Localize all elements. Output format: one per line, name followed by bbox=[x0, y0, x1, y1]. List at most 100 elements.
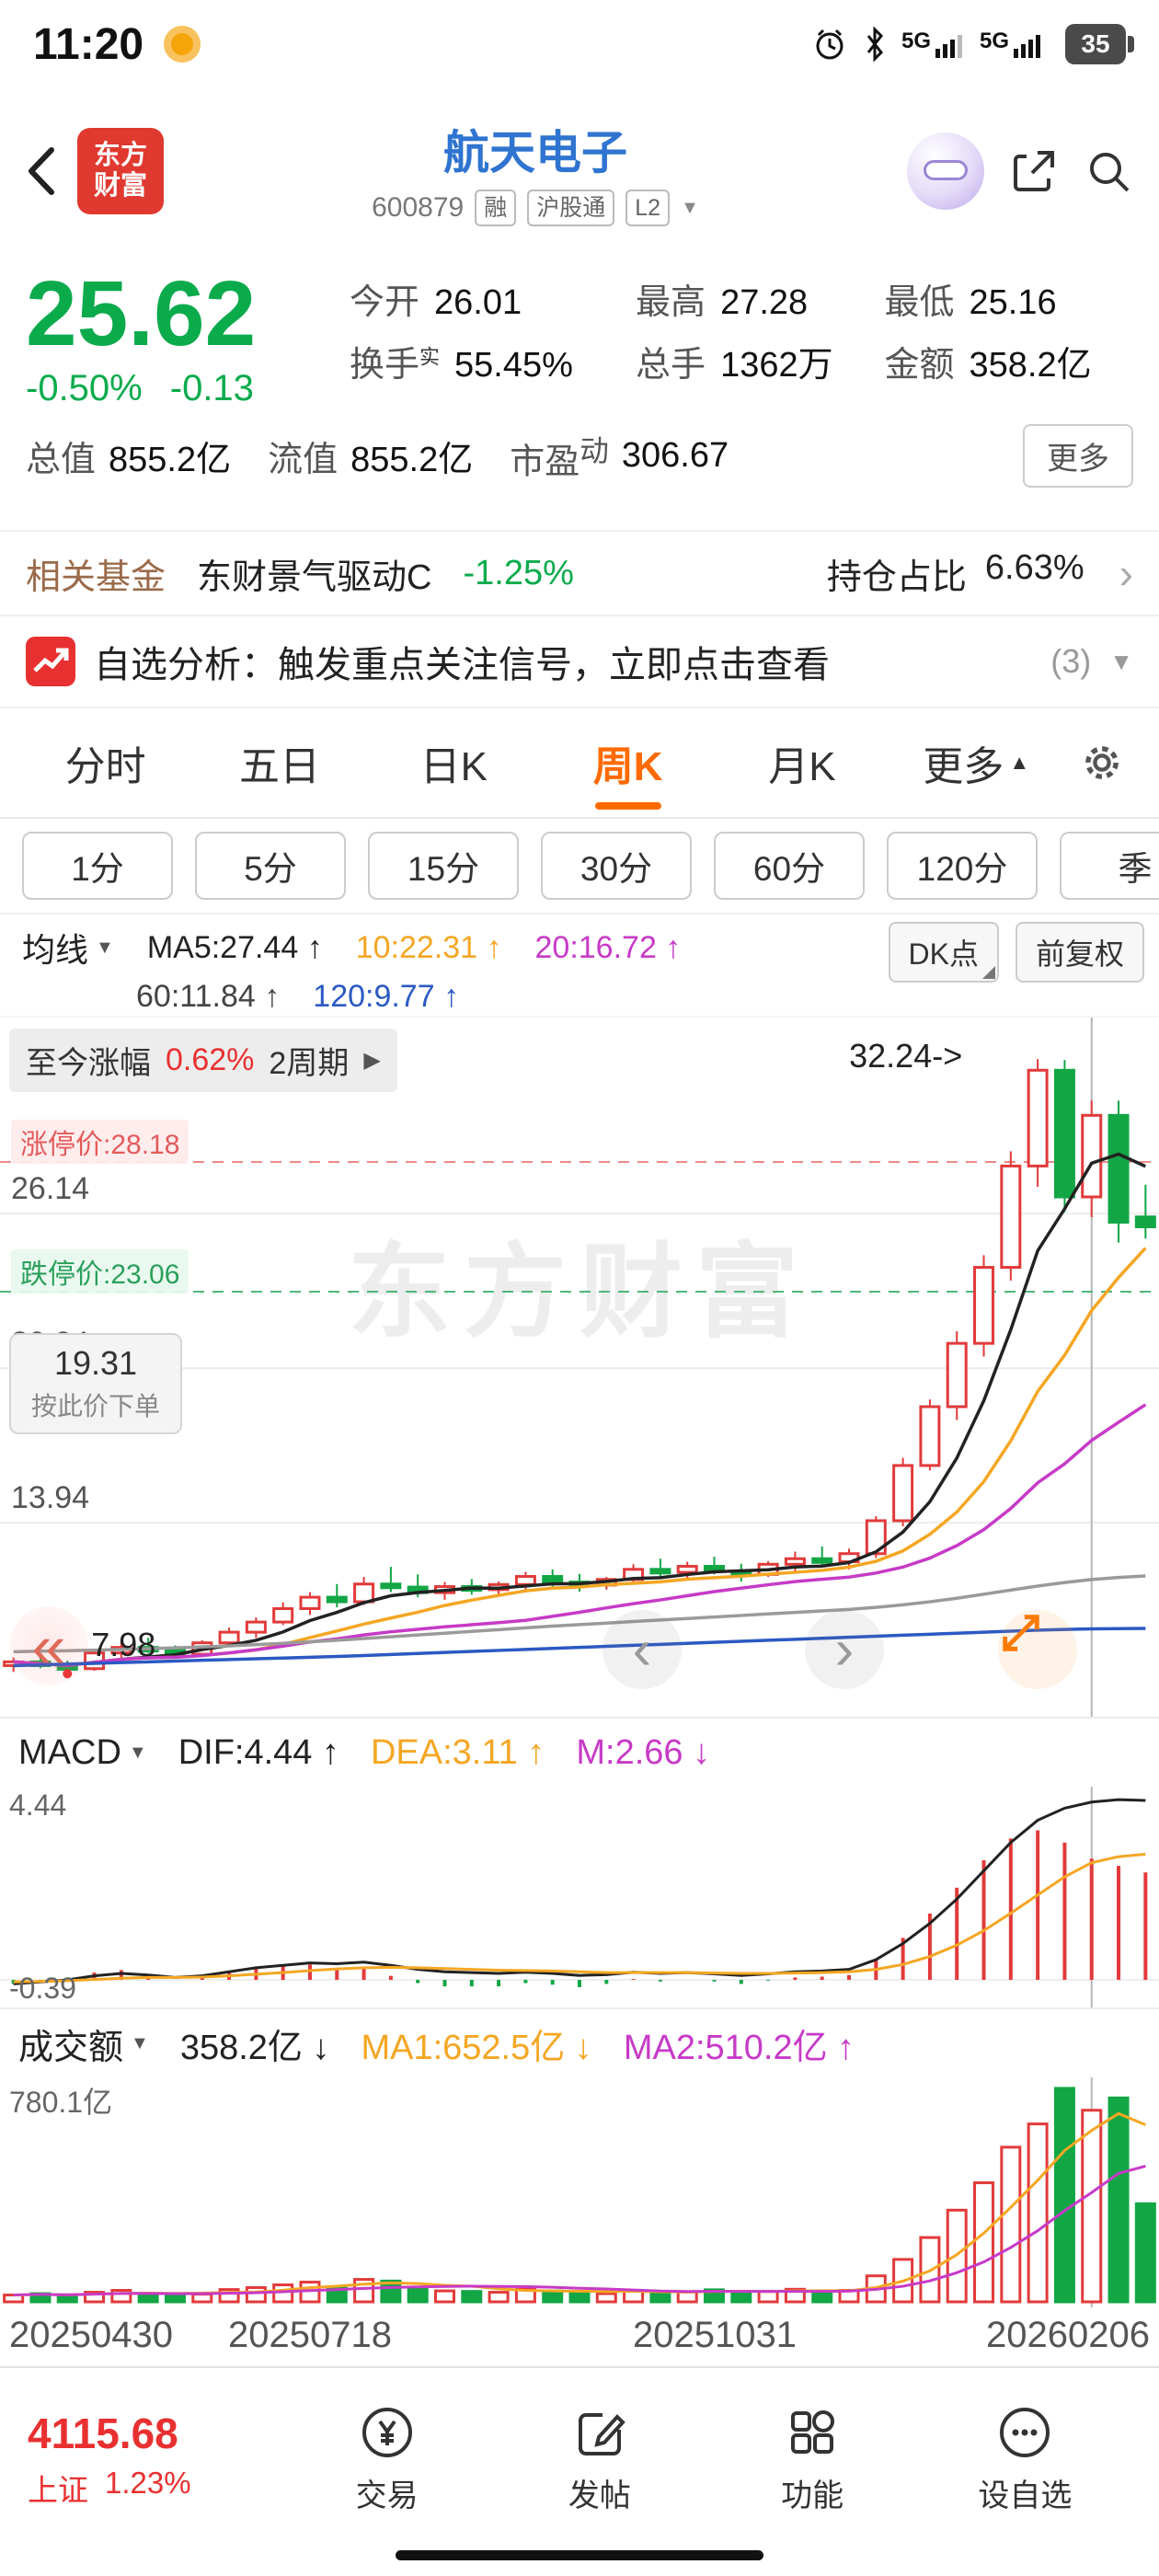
macd-axis-top: 4.44 bbox=[9, 1788, 67, 1822]
gear-icon bbox=[1085, 746, 1119, 779]
signal-5g-sim1: 5G bbox=[901, 29, 965, 60]
price-axis-label: 26.14 bbox=[11, 1171, 90, 1207]
macd-axis-bottom: -0.39 bbox=[9, 1972, 76, 2005]
limit-up-label: 涨停价:28.18 bbox=[11, 1119, 189, 1164]
stat-turnover: 换手实 55.45% bbox=[350, 344, 573, 385]
chevron-down-icon: ▼ bbox=[1109, 647, 1133, 675]
range-gain-pill[interactable]: 至今涨幅 0.62% 2周期 ▶ bbox=[9, 1029, 397, 1092]
share-icon[interactable] bbox=[1008, 145, 1060, 197]
stat-floatcap-label: 流值 bbox=[268, 441, 339, 479]
last-price: 25.62 bbox=[26, 262, 257, 365]
app-header: 东方财富 航天电子 600879 融 沪股通 L2 ▼ bbox=[0, 88, 1159, 254]
related-fund-label: 相关基金 bbox=[26, 558, 166, 597]
trade-yuan-icon bbox=[361, 2407, 412, 2457]
candlestick-svg bbox=[0, 1018, 1159, 1717]
chart-tab-bar: 分时 五日 日K 周K 月K 更多 ▲ bbox=[0, 708, 1159, 819]
candlestick-chart[interactable]: 东方财富 至今涨幅 0.62% 2周期 ▶ 涨停价:28.18 跌停价:23.0… bbox=[0, 1018, 1159, 1717]
price-change: -0.50% -0.13 bbox=[26, 368, 254, 408]
stock-code: 600879 bbox=[372, 192, 465, 223]
chart-nav-prev-button[interactable]: ‹ bbox=[602, 1610, 682, 1689]
more-stats-button[interactable]: 更多 bbox=[1023, 424, 1133, 488]
x-axis-label: 20250718 bbox=[228, 2315, 392, 2355]
period-120min-button[interactable]: 120分 bbox=[887, 832, 1038, 900]
period-1min-button[interactable]: 1分 bbox=[22, 832, 173, 900]
dk-point-button[interactable]: DK点 bbox=[888, 922, 999, 983]
alert-text: 自选分析：触发重点关注信号，立即点击查看 bbox=[94, 645, 830, 685]
volume-ma1-value: MA1:652.5亿 ↓ bbox=[361, 2028, 592, 2067]
fund-change: -1.25% bbox=[463, 553, 574, 592]
order-at-price-button[interactable]: 19.31 按此价下单 bbox=[9, 1333, 183, 1435]
low-price-marker: 7.98 bbox=[91, 1626, 156, 1664]
battery-indicator: 35 bbox=[1065, 24, 1134, 64]
stock-title: 航天电子 bbox=[443, 127, 627, 178]
index-quote-button[interactable]: 4115.68 上证 1.23% bbox=[28, 2409, 191, 2507]
period-60min-button[interactable]: 60分 bbox=[714, 832, 865, 900]
stat-mktcap-label: 总值 bbox=[26, 441, 97, 479]
tab-monthly-k[interactable]: 月K bbox=[768, 744, 836, 789]
x-axis-label: 20260206 bbox=[986, 2315, 1150, 2355]
stat-floatcap: 855.2亿 bbox=[350, 441, 474, 479]
post-button[interactable]: 发帖 bbox=[493, 2404, 706, 2515]
macd-chart[interactable]: 4.44 -0.39 bbox=[0, 1787, 1159, 2007]
status-bar: 11:20 5G 5G 35 bbox=[0, 0, 1159, 88]
volume-svg bbox=[3, 2077, 1156, 2307]
tab-5day[interactable]: 五日 bbox=[238, 744, 320, 789]
expand-icon bbox=[1003, 1615, 1039, 1651]
chart-settings-button[interactable] bbox=[1063, 739, 1141, 787]
ai-assistant-avatar[interactable] bbox=[907, 132, 984, 210]
fund-name: 东财景气驱动C bbox=[197, 558, 432, 597]
chart-nav-first-button[interactable]: « bbox=[9, 1606, 88, 1685]
chevron-right-icon: › bbox=[1119, 549, 1133, 597]
period-quarter-button[interactable]: 季 bbox=[1060, 832, 1159, 900]
volume-value: 358.2亿 ↓ bbox=[179, 2028, 330, 2067]
eastmoney-logo: 东方财富 bbox=[77, 128, 164, 214]
period-5min-button[interactable]: 5分 bbox=[195, 832, 346, 900]
clock: 11:20 bbox=[33, 19, 144, 69]
stat-high: 最高 27.28 bbox=[636, 282, 809, 322]
hgt-badge: 沪股通 bbox=[527, 190, 615, 226]
stat-low: 最低 25.16 bbox=[884, 282, 1057, 322]
ma10-value: 10:22.31 ↑ bbox=[355, 929, 502, 965]
high-price-marker: 32.24-> bbox=[849, 1037, 963, 1075]
trade-button[interactable]: 交易 bbox=[281, 2404, 493, 2515]
forward-adjust-button[interactable]: 前复权 bbox=[1015, 922, 1144, 983]
macd-svg bbox=[0, 1787, 1159, 2007]
fund-holding: 持仓占比 6.63% bbox=[826, 547, 1084, 597]
dea-value: DEA:3.11 ↑ bbox=[370, 1732, 545, 1772]
period-15min-button[interactable]: 15分 bbox=[368, 832, 519, 900]
margin-badge: 融 bbox=[475, 190, 517, 226]
macd-dropdown[interactable]: MACD ▼ bbox=[18, 1732, 147, 1772]
m-value: M:2.66 ↓ bbox=[576, 1732, 711, 1772]
period-30min-button[interactable]: 30分 bbox=[541, 832, 692, 900]
chevron-down-icon: ▼ bbox=[681, 197, 699, 218]
dif-value: DIF:4.44 ↑ bbox=[178, 1732, 339, 1772]
ma-dropdown[interactable]: 均线 ▼ bbox=[22, 931, 114, 969]
features-button[interactable]: 功能 bbox=[706, 2404, 919, 2515]
volume-dropdown[interactable]: 成交额 ▼ bbox=[18, 2028, 149, 2067]
ma5-value: MA5:27.44 ↑ bbox=[146, 929, 323, 965]
x-axis-label: 20250430 bbox=[9, 2315, 173, 2355]
chart-nav-next-button[interactable]: › bbox=[805, 1610, 884, 1689]
add-watchlist-button[interactable]: 设自选 bbox=[919, 2404, 1131, 2515]
ma20-value: 20:16.72 ↑ bbox=[534, 929, 682, 965]
watchlist-analysis-row[interactable]: 自选分析：触发重点关注信号，立即点击查看 (3) ▼ bbox=[0, 615, 1159, 708]
x-axis: 20250430 20250718 20251031 20260206 bbox=[0, 2307, 1159, 2366]
chart-expand-button[interactable] bbox=[998, 1610, 1077, 1689]
period-bar: 1分 5分 15分 30分 60分 120分 季 bbox=[0, 819, 1159, 914]
recording-indicator-icon bbox=[164, 26, 201, 63]
search-icon[interactable] bbox=[1084, 146, 1133, 196]
macd-header: MACD ▼ DIF:4.44 ↑ DEA:3.11 ↑ M:2.66 ↓ bbox=[0, 1717, 1159, 1787]
tab-intraday[interactable]: 分时 bbox=[64, 744, 146, 789]
tab-weekly-k[interactable]: 周K bbox=[541, 708, 715, 817]
limit-down-label: 跌停价:23.06 bbox=[11, 1248, 189, 1294]
volume-chart[interactable]: 780.1亿 bbox=[0, 2077, 1159, 2307]
tab-daily-k[interactable]: 日K bbox=[419, 744, 488, 789]
grid-icon bbox=[791, 2409, 835, 2454]
alert-count: (3) bbox=[1050, 642, 1092, 680]
home-indicator bbox=[0, 2550, 1159, 2576]
stock-code-selector[interactable]: 600879 融 沪股通 L2 ▼ bbox=[372, 190, 699, 226]
back-button[interactable] bbox=[26, 144, 57, 198]
tab-more[interactable]: 更多 ▲ bbox=[923, 744, 1030, 789]
related-fund-row[interactable]: 相关基金 东财景气驱动C -1.25% 持仓占比 6.63% › bbox=[0, 530, 1159, 615]
